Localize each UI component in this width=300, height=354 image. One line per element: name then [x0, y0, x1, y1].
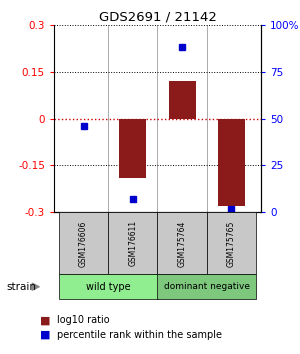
- Bar: [218, 119, 245, 206]
- Text: GSM175765: GSM175765: [227, 220, 236, 267]
- Text: ■: ■: [40, 315, 50, 325]
- Bar: [169, 81, 196, 119]
- Text: GSM176606: GSM176606: [79, 220, 88, 267]
- Text: dominant negative: dominant negative: [164, 282, 250, 291]
- Text: ■: ■: [40, 330, 50, 339]
- Text: wild type: wild type: [86, 282, 130, 292]
- Text: log10 ratio: log10 ratio: [57, 315, 110, 325]
- Text: GSM175764: GSM175764: [178, 220, 187, 267]
- Bar: [119, 119, 146, 178]
- Text: percentile rank within the sample: percentile rank within the sample: [57, 330, 222, 339]
- Text: GSM176611: GSM176611: [128, 220, 137, 267]
- Text: strain: strain: [6, 282, 36, 292]
- Title: GDS2691 / 21142: GDS2691 / 21142: [99, 11, 216, 24]
